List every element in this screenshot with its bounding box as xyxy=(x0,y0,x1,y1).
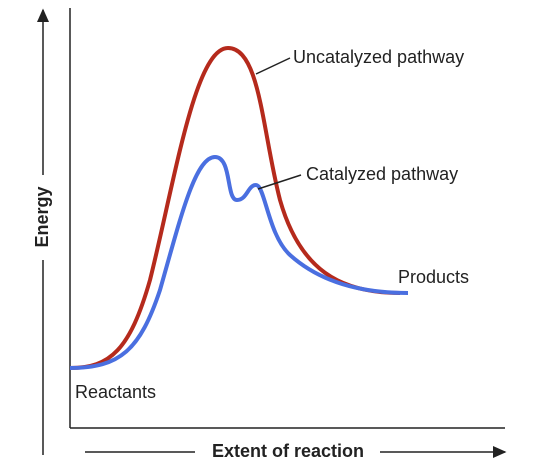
reactants-label: Reactants xyxy=(75,382,156,402)
products-label: Products xyxy=(398,267,469,287)
catalyzed-curve xyxy=(69,154,409,370)
y-axis-label: Energy xyxy=(32,186,52,247)
uncatalyzed-curve xyxy=(69,45,401,370)
leader-line xyxy=(255,57,291,75)
curve-label: Catalyzed pathway xyxy=(306,164,458,184)
curve-label: Uncatalyzed pathway xyxy=(293,47,464,67)
x-axis-label: Extent of reaction xyxy=(212,441,364,461)
leader-line xyxy=(257,174,302,190)
